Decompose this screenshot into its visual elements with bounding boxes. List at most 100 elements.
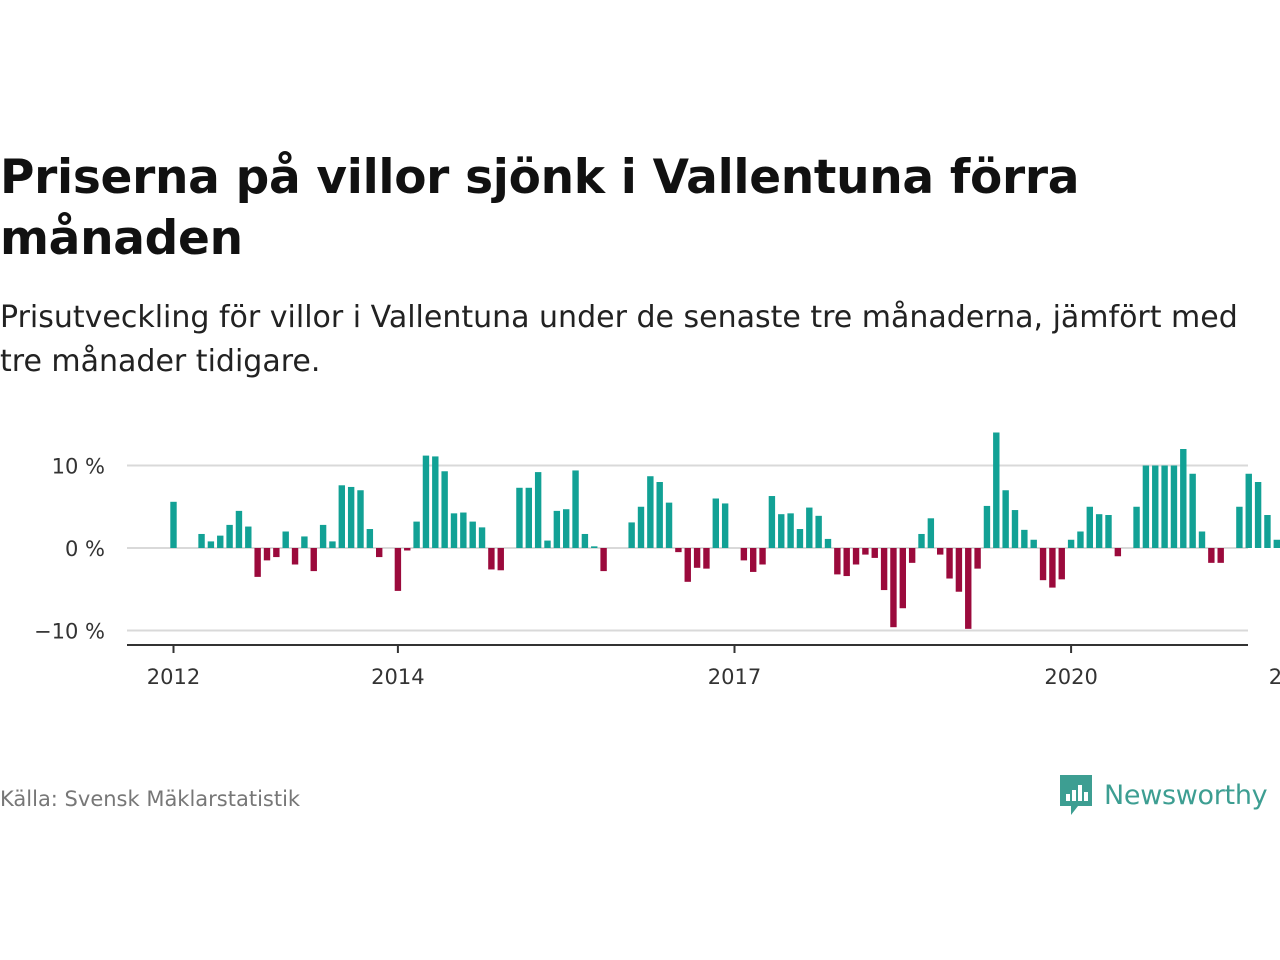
y-tick-label: 0 % (65, 537, 105, 561)
bar (1086, 506, 1093, 548)
bar (1049, 548, 1056, 588)
bar (880, 548, 888, 591)
bar (684, 548, 691, 582)
x-tick-label: 2020 (1044, 665, 1097, 689)
bar (338, 485, 345, 548)
bar (600, 548, 607, 572)
bars (170, 432, 1280, 629)
bar (721, 503, 729, 548)
bar (628, 522, 635, 548)
bar (263, 548, 271, 561)
bar (834, 548, 841, 575)
bar (226, 524, 233, 548)
bar (899, 548, 906, 609)
bar (778, 514, 785, 548)
bar (525, 487, 532, 549)
x-axis (127, 644, 1248, 653)
y-tick-label: 10 % (52, 455, 105, 479)
bar (497, 548, 504, 571)
bar (1077, 531, 1084, 548)
bar (450, 513, 458, 548)
bar (703, 548, 710, 569)
bar (871, 548, 878, 558)
bar (937, 548, 944, 555)
bar (1095, 514, 1103, 548)
bar (572, 470, 579, 548)
bar (974, 548, 981, 569)
bar (815, 515, 822, 548)
bar (413, 521, 420, 548)
newsworthy-logo[interactable]: Newsworthy (1058, 772, 1268, 818)
bar (170, 501, 177, 548)
bar (983, 505, 991, 548)
bar (1152, 465, 1159, 548)
bar (1189, 473, 1196, 548)
bar (1021, 529, 1028, 548)
bar (712, 498, 719, 548)
bar (927, 518, 935, 548)
bar (1236, 506, 1243, 548)
bar (441, 471, 448, 548)
bar (282, 531, 289, 548)
bar (273, 548, 280, 558)
bar (310, 548, 317, 572)
bar (357, 490, 364, 548)
bar (553, 510, 561, 549)
bar (1254, 482, 1262, 548)
bar (1273, 539, 1280, 548)
bar (946, 548, 953, 579)
bar (1133, 506, 1140, 548)
bar (740, 548, 748, 561)
bar (245, 526, 252, 548)
bar-chart: 10 %0 %−10 %20122014201720202022−4 % (34, 432, 1280, 689)
brand-name: Newsworthy (1104, 779, 1268, 811)
bar (422, 455, 430, 548)
bar-chart-speech-bubble-icon (1060, 775, 1092, 815)
bar (955, 548, 963, 592)
bar (1170, 465, 1178, 548)
bar (1198, 531, 1206, 548)
bar (254, 548, 261, 577)
bar (675, 548, 682, 553)
bar (563, 509, 570, 548)
x-tick-label: 2017 (708, 665, 761, 689)
x-tick-label: 2022 (1269, 665, 1280, 689)
bar (394, 548, 402, 591)
bar (1030, 539, 1037, 548)
bar (1180, 449, 1187, 548)
bar (366, 529, 374, 548)
bar (1217, 548, 1224, 563)
x-tick-label: 2014 (371, 665, 424, 689)
bar (693, 548, 701, 568)
bar (1002, 490, 1009, 548)
bar (768, 496, 776, 549)
bar (665, 502, 673, 549)
bar (329, 541, 336, 548)
bar (993, 432, 1000, 548)
bar (217, 535, 224, 549)
bar (404, 548, 411, 551)
bar (1142, 465, 1150, 548)
y-tick-label: −10 % (34, 620, 105, 644)
bar (460, 512, 467, 549)
bar (965, 548, 972, 629)
bar (890, 548, 897, 628)
source-note: Källa: Svensk Mäklarstatistik (0, 787, 301, 811)
bar (516, 487, 523, 549)
bar (1114, 548, 1122, 557)
bar (581, 533, 589, 548)
bar (469, 521, 476, 548)
bar (319, 524, 327, 548)
bar (534, 472, 542, 548)
bar (824, 538, 832, 548)
bar (656, 482, 663, 548)
bar (1161, 465, 1168, 548)
bar (843, 548, 850, 577)
bar (1245, 473, 1252, 548)
x-tick-label: 2012 (147, 665, 200, 689)
bar (787, 513, 794, 548)
bar (908, 548, 916, 563)
bar (544, 540, 551, 548)
bar (647, 476, 654, 548)
bar (198, 533, 205, 548)
